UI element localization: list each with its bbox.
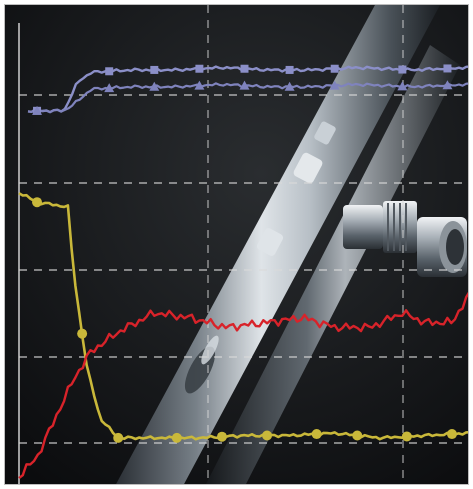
circle-marker-icon [32,197,43,208]
square-marker-icon [285,65,294,74]
circle-marker-icon [352,430,363,441]
triangle-marker-icon [194,80,205,90]
circle-marker-icon [311,429,322,440]
diagonal-tube [116,5,460,484]
triangle-marker-icon [149,81,160,91]
trace-overlay [18,64,468,480]
circle-marker-icon [216,431,227,442]
square-marker-icon [195,64,204,73]
triangle-marker-icon [239,80,250,90]
circle-marker-icon [171,432,182,443]
square-marker-icon [240,64,249,73]
triangle-marker-icon [442,80,453,90]
circle-marker-icon [77,328,88,339]
square-trace-line [27,65,468,114]
triangle-marker-icon [284,81,295,91]
circle-marker-icon [262,430,273,441]
square-marker-icon [150,65,159,74]
photo-collage [5,5,468,484]
triangle-marker-icon [329,80,340,90]
square-marker-icon [398,65,407,74]
photo-frame [4,4,469,485]
red-trace-line [18,291,468,480]
square-marker-icon [443,64,452,73]
valve-clip-icon [256,121,336,256]
triangle-marker-icon [32,105,43,115]
triangle-marker-icon [397,81,408,91]
circle-marker-icon [401,431,412,442]
square-marker-icon [105,67,114,76]
yellow-trace-line [18,192,468,441]
triangle-marker-icon [104,83,115,93]
circle-marker-icon [446,429,457,440]
fitting-connector-icon [343,201,467,277]
circle-marker-icon [113,432,124,443]
square-marker-icon [330,64,339,73]
triangle-trace-line [27,82,468,114]
